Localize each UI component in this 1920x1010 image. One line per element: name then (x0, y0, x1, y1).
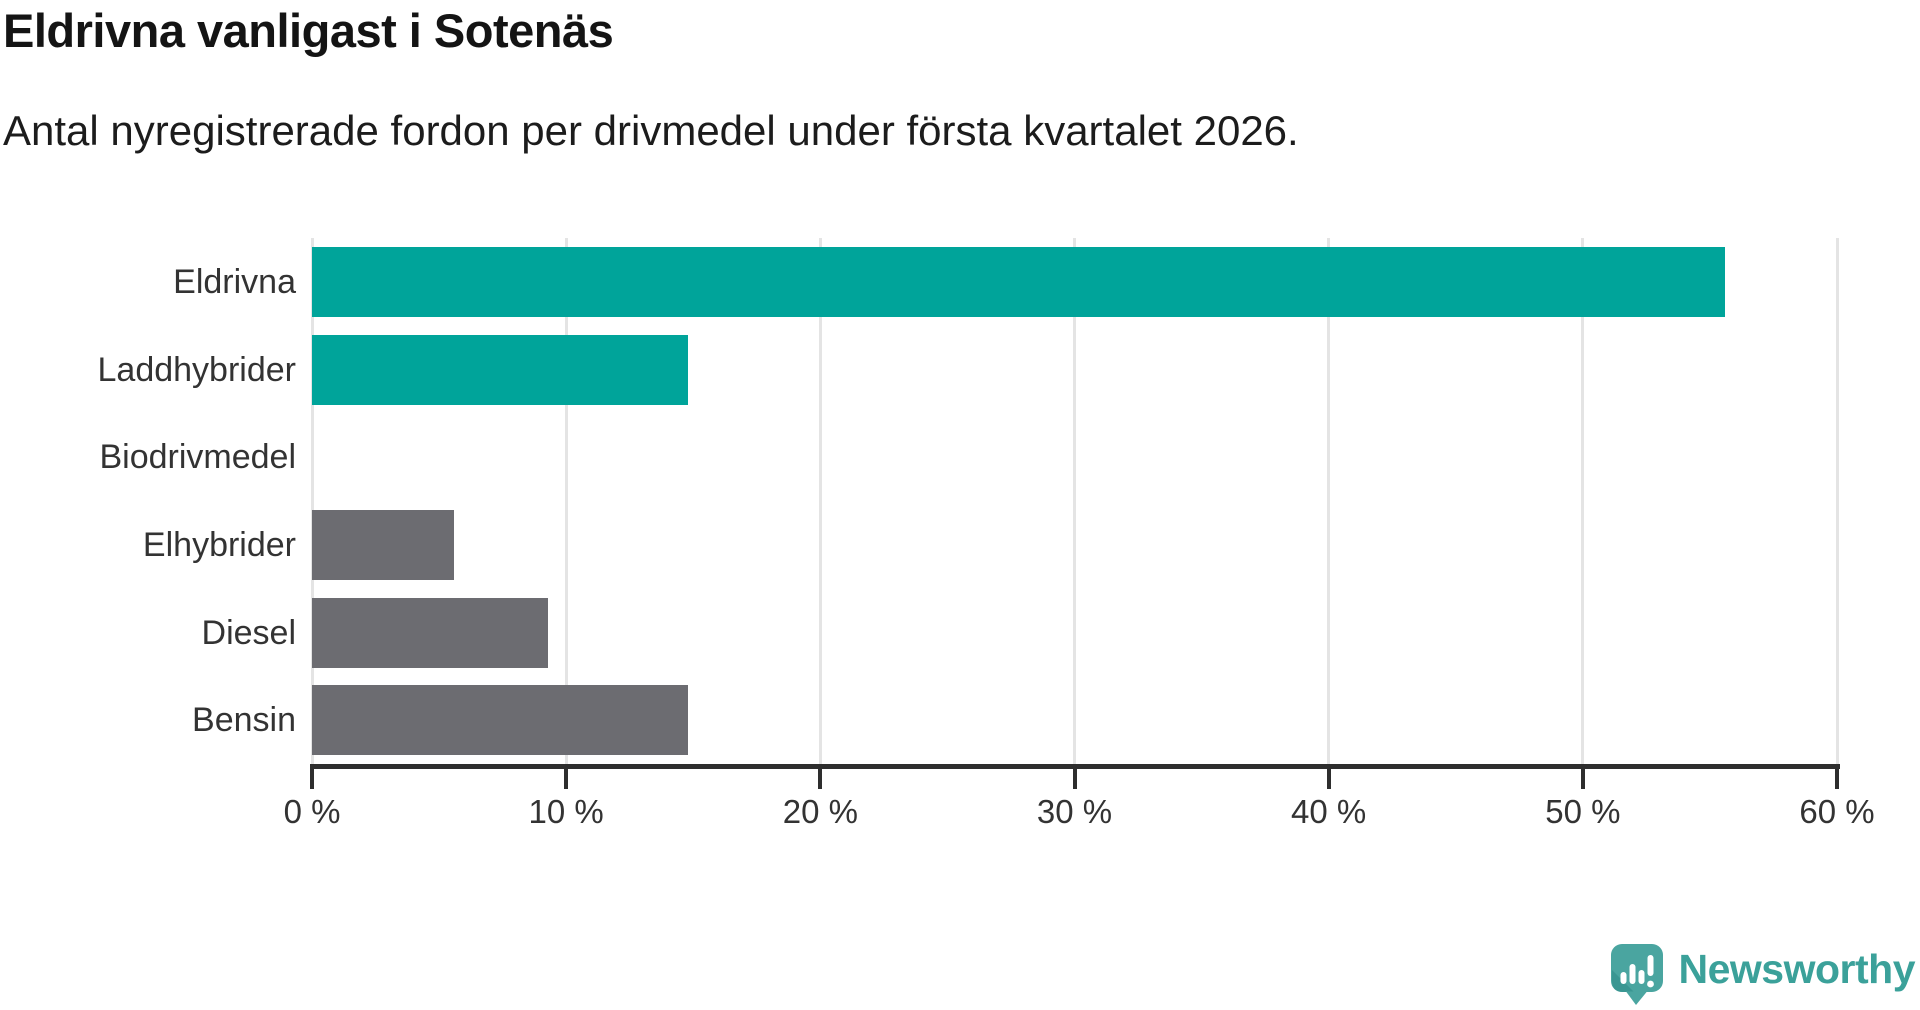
grid-line-10 (564, 238, 568, 764)
tick-label-0: 0 % (283, 793, 341, 830)
chart-subtitle: Antal nyregistrerade fordon per drivmede… (3, 107, 1299, 154)
tick-mark-20 (818, 764, 823, 789)
bar-elhybrider (312, 509, 455, 580)
category-label-elhybrider: Elhybrider (142, 525, 296, 564)
grid-line-0 (310, 238, 314, 764)
tick-label-30: 30 % (1036, 793, 1113, 830)
tick-mark-10 (564, 764, 569, 789)
grid-line-20 (818, 238, 822, 764)
newsworthy-logo-icon (1610, 944, 1663, 1005)
newsworthy-logo: Newsworthy (1610, 943, 1916, 1006)
tick-label-50: 50 % (1545, 793, 1621, 830)
bar-diesel (312, 597, 549, 668)
tick-mark-50 (1580, 764, 1585, 789)
bar-laddhybrider (312, 334, 689, 405)
category-label-laddhybrider: Laddhybrider (97, 350, 296, 389)
tick-mark-60 (1835, 764, 1839, 789)
tick-mark-0 (310, 764, 314, 789)
tick-label-60: 60 % (1799, 793, 1875, 830)
newsworthy-logo-text: Newsworthy (1678, 946, 1916, 992)
category-label-biodrivmedel: Biodrivmedel (99, 438, 296, 477)
bar-eldrivna (312, 246, 1726, 317)
grid-line-30 (1073, 238, 1076, 764)
tick-mark-40 (1326, 764, 1331, 789)
grid-line-50 (1581, 238, 1585, 764)
bar-bensin (312, 685, 689, 756)
grid-line-60 (1835, 238, 1839, 764)
grid-line-40 (1327, 238, 1331, 764)
category-label-diesel: Diesel (201, 613, 296, 652)
category-label-eldrivna: Eldrivna (173, 262, 296, 301)
tick-label-40: 40 % (1291, 793, 1367, 830)
tick-label-10: 10 % (528, 793, 604, 830)
tick-mark-30 (1072, 764, 1077, 789)
category-label-bensin: Bensin (192, 701, 296, 740)
chart-title: Eldrivna vanligast i Sotenäs (3, 4, 614, 57)
tick-label-20: 20 % (782, 793, 858, 830)
